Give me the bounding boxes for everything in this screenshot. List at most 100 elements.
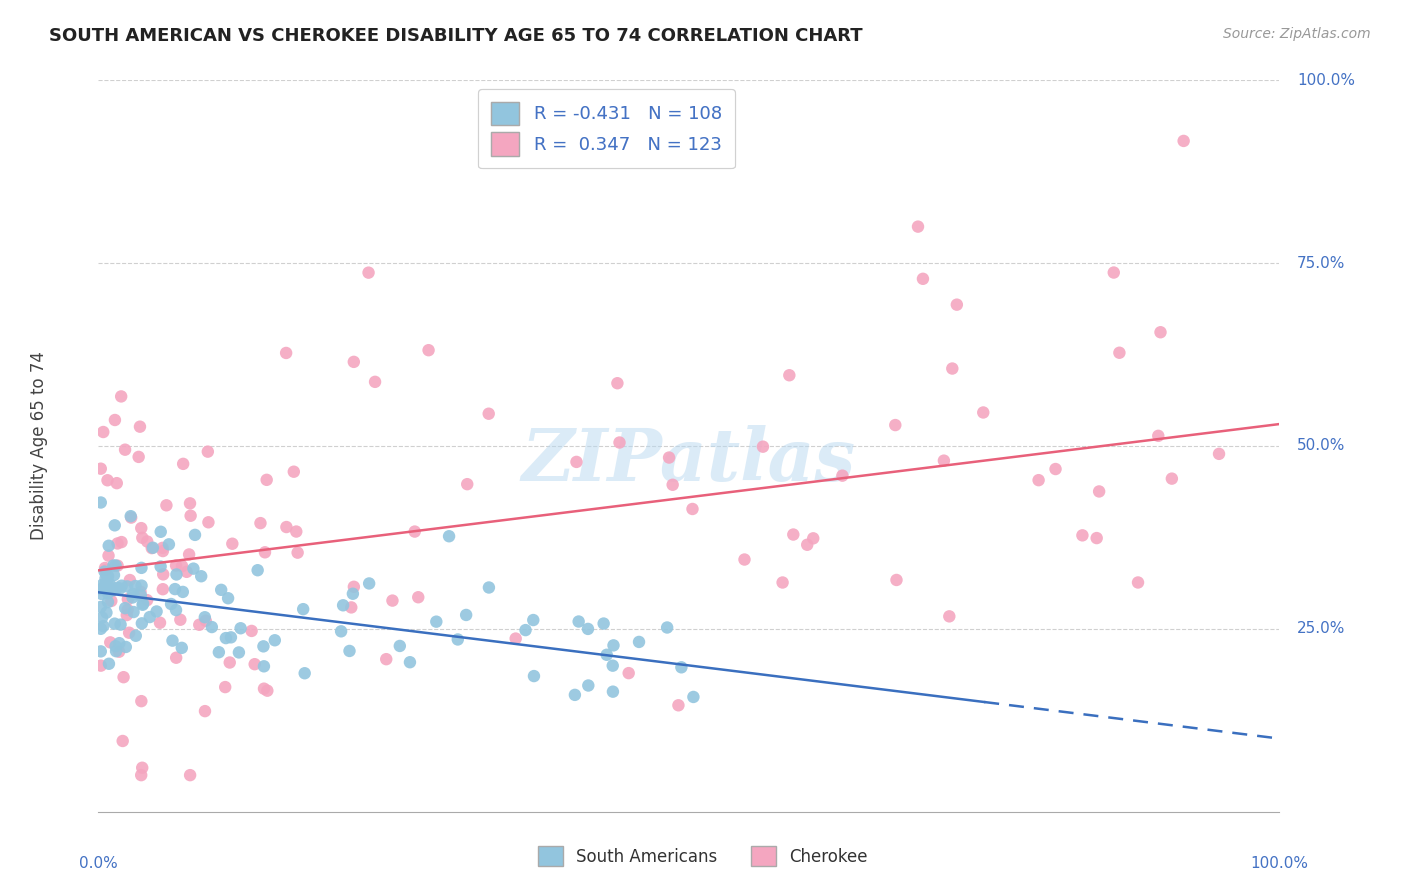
Point [118,573,141,587]
Point [131,531,153,545]
Point [1147,429,1170,443]
Point [592,616,614,631]
Point [682,690,704,704]
Point [1085,531,1108,545]
Point [194,610,217,624]
Text: Disability Age 65 to 74: Disability Age 65 to 74 [31,351,48,541]
Point [136,534,159,549]
Point [162,633,184,648]
Point [97,539,120,553]
Point [121,591,143,605]
Point [90,644,112,658]
Point [110,535,132,549]
Point [157,537,180,551]
Point [418,343,440,358]
Point [565,455,588,469]
Point [166,567,188,582]
Point [197,444,219,458]
Point [104,518,127,533]
Point [97,569,120,583]
Point [287,546,309,560]
Point [425,615,447,629]
Point [330,624,353,639]
Point [117,603,139,617]
Point [1173,134,1195,148]
Point [108,645,131,659]
Point [946,298,969,312]
Point [128,450,150,464]
Point [263,633,285,648]
Point [111,579,134,593]
Point [105,476,128,491]
Point [118,625,141,640]
Point [801,532,824,546]
Point [229,621,252,635]
Point [343,355,366,369]
Point [197,516,219,530]
Point [294,666,316,681]
Point [221,537,243,551]
Point [124,579,146,593]
Point [152,544,174,558]
Point [155,498,177,512]
Point [97,549,120,563]
Point [149,524,172,539]
Point [114,640,136,654]
Point [972,405,994,419]
Point [97,595,120,609]
Point [1108,345,1130,359]
Point [938,609,960,624]
Point [129,588,152,602]
Point [831,468,853,483]
Point [132,597,155,611]
Point [149,559,172,574]
Point [215,631,238,645]
Text: SOUTH AMERICAN VS CHEROKEE DISABILITY AGE 65 TO 74 CORRELATION CHART: SOUTH AMERICAN VS CHEROKEE DISABILITY AG… [49,27,863,45]
Point [285,524,308,539]
Text: 100.0%: 100.0% [1298,73,1355,87]
Point [404,524,426,539]
Point [478,407,501,421]
Point [606,376,628,391]
Point [668,698,690,713]
Point [406,591,429,605]
Point [214,680,236,694]
Point [176,565,198,579]
Point [90,461,112,475]
Point [1102,266,1125,280]
Point [172,457,194,471]
Point [104,616,127,631]
Point [165,558,187,573]
Point [332,599,354,613]
Point [131,616,153,631]
Text: 0.0%: 0.0% [79,855,118,871]
Point [129,521,152,535]
Point [129,768,152,782]
Point [243,657,266,672]
Point [152,582,174,597]
Point [292,602,315,616]
Point [98,635,121,649]
Text: 100.0%: 100.0% [1250,855,1309,871]
Point [208,645,231,659]
Point [456,607,478,622]
Point [90,658,112,673]
Point [103,568,125,582]
Point [114,442,136,457]
Point [96,473,118,487]
Point [515,623,537,637]
Point [375,652,398,666]
Point [343,580,366,594]
Point [131,579,153,593]
Point [734,552,756,566]
Point [114,601,136,615]
Point [90,622,112,636]
Point [399,655,422,669]
Point [136,593,159,607]
Point [172,585,194,599]
Point [105,644,128,658]
Point [388,639,411,653]
Point [253,659,276,673]
Point [658,450,681,465]
Point [183,561,205,575]
